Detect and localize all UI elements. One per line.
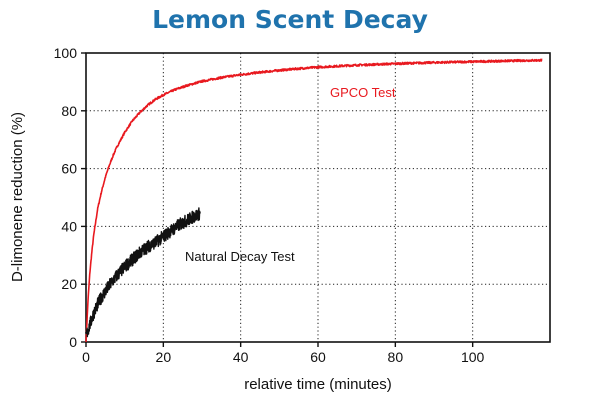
series-line-natural-decay-test xyxy=(85,207,201,338)
series-label-natural-decay-test: Natural Decay Test xyxy=(185,249,295,264)
y-tick-label: 60 xyxy=(61,161,77,177)
y-tick-label: 40 xyxy=(61,218,77,234)
x-tick-label: 40 xyxy=(233,349,249,365)
x-tick-label: 20 xyxy=(156,349,172,365)
x-tick-label: 80 xyxy=(388,349,404,365)
x-tick-label: 0 xyxy=(82,349,90,365)
axis-ticks: 0 20 40 60 80 100 0 20 40 60 80 100 xyxy=(54,45,485,365)
y-tick-label: 80 xyxy=(61,103,77,119)
y-tick-label: 20 xyxy=(61,276,77,292)
y-tick-label: 0 xyxy=(69,334,77,350)
series-layer xyxy=(85,58,543,343)
y-tick-label: 100 xyxy=(54,45,78,61)
grid-lines xyxy=(86,53,550,342)
series-line-gpco-test xyxy=(85,58,543,343)
x-tick-label: 60 xyxy=(310,349,326,365)
x-tick-label: 100 xyxy=(461,349,485,365)
x-axis-title: relative time (minutes) xyxy=(244,376,392,393)
y-axis-title: D-limonene reduction (%) xyxy=(9,112,26,282)
series-label-gpco-test: GPCO Test xyxy=(330,85,396,100)
chart-title: Lemon Scent Decay xyxy=(152,5,428,34)
